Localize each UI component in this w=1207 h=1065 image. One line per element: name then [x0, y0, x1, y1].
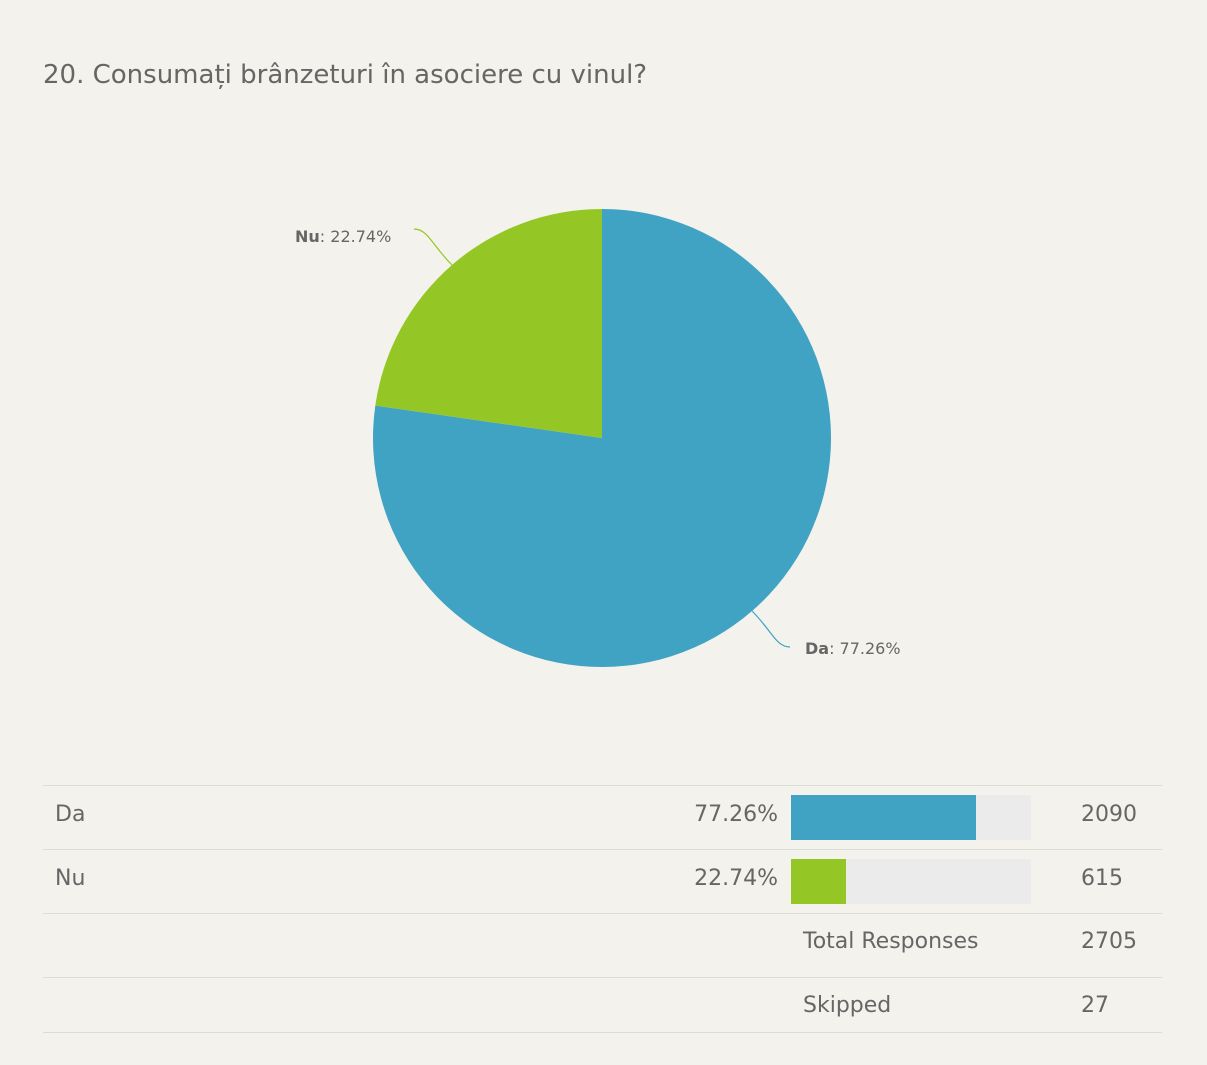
total-responses-label: Total Responses: [803, 929, 979, 954]
answer-label-nu: Nu: [55, 866, 86, 891]
pie-label-nu-name: Nu: [295, 227, 320, 246]
pie-label-nu: Nu: 22.74%: [295, 227, 391, 246]
pie-label-da-name: Da: [805, 639, 829, 658]
answer-count-nu: 615: [1081, 866, 1123, 891]
results-table: Da 77.26% 2090 Nu 22.74% 615 Total Respo…: [43, 785, 1162, 1033]
answer-label-da: Da: [55, 802, 86, 827]
skipped-label: Skipped: [803, 993, 892, 1018]
leader-line-da: [751, 610, 791, 648]
answer-percent-da: 77.26%: [694, 802, 778, 827]
pie-slice-nu[interactable]: [375, 209, 602, 438]
bar-track-da: [791, 795, 1031, 840]
bar-fill-da: [791, 795, 977, 840]
total-responses-row: Total Responses 2705: [43, 914, 1162, 978]
total-responses-value: 2705: [1081, 929, 1137, 954]
bar-track-nu: [791, 859, 1031, 904]
leader-line-nu: [413, 228, 453, 266]
skipped-row: Skipped 27: [43, 978, 1162, 1033]
pie-label-da-value: : 77.26%: [829, 639, 900, 658]
pie-label-da: Da: 77.26%: [805, 639, 901, 658]
question-title: 20. Consumați brânzeturi în asociere cu …: [43, 60, 648, 90]
pie-chart: Nu: 22.74% Da: 77.26%: [295, 209, 901, 667]
bar-fill-nu: [791, 859, 846, 904]
skipped-value: 27: [1081, 993, 1109, 1018]
answer-count-da: 2090: [1081, 802, 1137, 827]
table-row-nu: Nu 22.74% 615: [43, 850, 1162, 914]
answer-percent-nu: 22.74%: [694, 866, 778, 891]
table-row-da: Da 77.26% 2090: [43, 786, 1162, 850]
pie-label-nu-value: : 22.74%: [320, 227, 391, 246]
